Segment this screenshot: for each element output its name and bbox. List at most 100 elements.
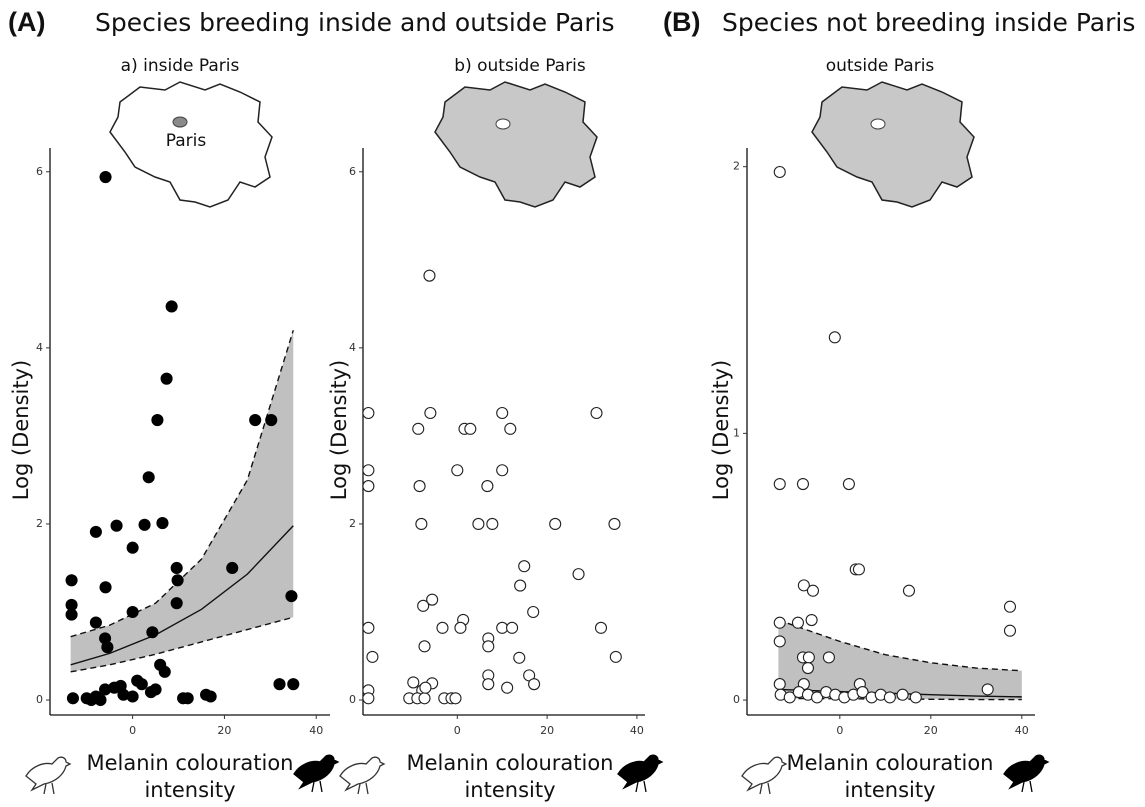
data-point [802, 663, 813, 674]
y-axis-label: Log (Density) [9, 360, 33, 500]
data-point [452, 465, 463, 476]
bird-icon [1004, 755, 1048, 792]
data-point [109, 682, 120, 693]
map [435, 82, 597, 207]
y-tick-label: 2 [733, 160, 740, 173]
data-point [550, 518, 561, 529]
y-tick-label: 6 [36, 165, 43, 178]
data-point [774, 617, 785, 628]
x-tick-label: 0 [129, 724, 136, 737]
data-point [982, 684, 993, 695]
data-point [774, 167, 785, 178]
y-tick-label: 0 [349, 693, 356, 706]
y-tick-label: 2 [349, 517, 356, 530]
x-axis-label: intensity [844, 778, 935, 802]
panel-label: (B) [663, 7, 700, 37]
data-point [205, 691, 216, 702]
x-axis-label: Melanin colouration [87, 751, 294, 775]
data-point [111, 520, 122, 531]
data-point [152, 415, 163, 426]
data-point [363, 465, 374, 476]
data-point [250, 415, 261, 426]
data-point [363, 408, 374, 419]
data-point [829, 332, 840, 343]
data-point [497, 408, 508, 419]
data-point [86, 695, 97, 706]
data-point [363, 481, 374, 492]
x-tick-label: 40 [1015, 724, 1029, 737]
bird-icon [26, 757, 70, 794]
map: Paris [110, 82, 272, 207]
data-point [473, 518, 484, 529]
figure: (A) Species breeding inside and outside … [0, 0, 1145, 803]
x-axis-label: intensity [464, 778, 555, 802]
data-point [363, 693, 374, 704]
data-point [90, 526, 101, 537]
data-point [171, 598, 182, 609]
data-point [414, 481, 425, 492]
data-point [288, 679, 299, 690]
data-point [853, 564, 864, 575]
data-point [595, 622, 606, 633]
data-point [455, 622, 466, 633]
data-point [482, 481, 493, 492]
data-point [143, 472, 154, 483]
data-point [159, 666, 170, 677]
map [812, 82, 974, 207]
data-point [591, 408, 602, 419]
data-point [418, 600, 429, 611]
y-tick-label: 6 [349, 165, 356, 178]
data-point [182, 693, 193, 704]
data-point [147, 627, 158, 638]
panel-title: outside Paris [826, 56, 935, 76]
y-tick-label: 1 [733, 426, 740, 439]
x-tick-label: 0 [454, 724, 461, 737]
data-point [437, 622, 448, 633]
data-point [161, 373, 172, 384]
data-point [139, 519, 150, 530]
data-point [136, 679, 147, 690]
data-point [843, 479, 854, 490]
panel-heading: Species not breeding inside Paris [722, 8, 1135, 37]
data-point [127, 691, 138, 702]
y-tick-label: 0 [733, 693, 740, 706]
data-point [67, 693, 78, 704]
data-point [1004, 601, 1015, 612]
data-point [166, 301, 177, 312]
data-point [497, 465, 508, 476]
x-tick-label: 0 [836, 724, 843, 737]
data-point [100, 172, 111, 183]
data-point [487, 518, 498, 529]
bird-icon [742, 757, 786, 794]
y-tick-label: 4 [36, 341, 43, 354]
panel-heading: Species breeding inside and outside Pari… [95, 8, 615, 37]
data-point [774, 679, 785, 690]
data-point [274, 679, 285, 690]
data-point [66, 575, 77, 586]
data-point [367, 651, 378, 662]
data-point [502, 682, 513, 693]
y-axis-label: Log (Density) [327, 360, 351, 500]
x-axis-label: Melanin colouration [407, 751, 614, 775]
data-point [507, 622, 518, 633]
data-point [797, 479, 808, 490]
y-tick-label: 0 [36, 693, 43, 706]
x-tick-label: 20 [540, 724, 554, 737]
panel-label: (A) [8, 7, 45, 37]
panel-title: b) outside Paris [454, 56, 586, 76]
data-point [897, 689, 908, 700]
bird-icon [340, 757, 384, 794]
data-point [90, 617, 101, 628]
data-point [127, 606, 138, 617]
data-point [416, 518, 427, 529]
data-point [1004, 625, 1015, 636]
x-axis-label: Melanin colouration [787, 751, 994, 775]
data-point [573, 569, 584, 580]
data-point [102, 642, 113, 653]
data-point [774, 636, 785, 647]
data-point [408, 677, 419, 688]
data-point [515, 580, 526, 591]
x-tick-label: 40 [630, 724, 644, 737]
data-point [505, 423, 516, 434]
bird-icon [618, 755, 662, 792]
